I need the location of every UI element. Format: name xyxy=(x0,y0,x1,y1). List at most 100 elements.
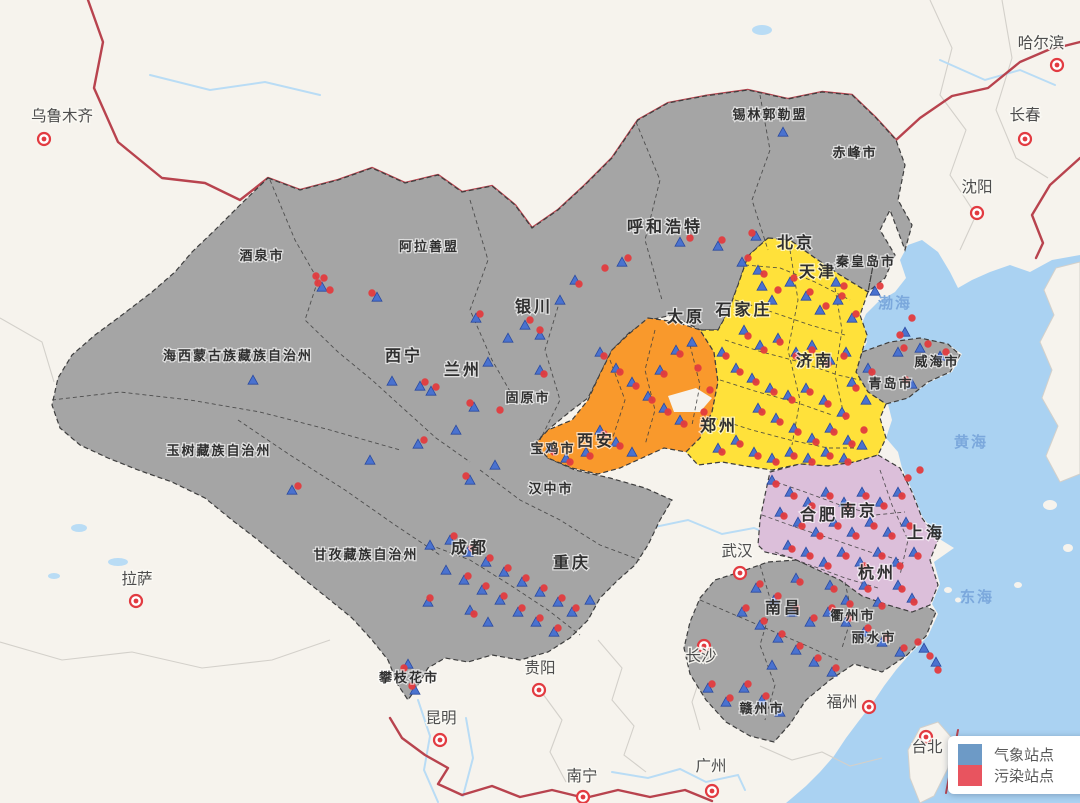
pollution-station-marker[interactable] xyxy=(320,274,328,282)
pollution-station-marker[interactable] xyxy=(760,617,768,625)
weather-station-marker[interactable] xyxy=(840,616,852,627)
pollution-station-marker[interactable] xyxy=(808,458,816,466)
pollution-station-marker[interactable] xyxy=(808,502,816,510)
weather-station-marker[interactable] xyxy=(412,438,424,449)
pollution-station-marker[interactable] xyxy=(540,584,548,592)
pollution-station-marker[interactable] xyxy=(550,448,558,456)
pollution-station-marker[interactable] xyxy=(774,286,782,294)
weather-station-marker[interactable] xyxy=(808,656,820,667)
pollution-station-marker[interactable] xyxy=(600,352,608,360)
pollution-station-marker[interactable] xyxy=(792,604,800,612)
weather-station-marker[interactable] xyxy=(786,606,798,617)
pollution-station-marker[interactable] xyxy=(742,604,750,612)
pollution-station-marker[interactable] xyxy=(852,384,860,392)
pollution-station-marker[interactable] xyxy=(686,234,694,242)
pollution-station-marker[interactable] xyxy=(942,348,950,356)
weather-station-marker[interactable] xyxy=(772,632,784,643)
pollution-station-marker[interactable] xyxy=(828,604,836,612)
weather-station-marker[interactable] xyxy=(832,294,844,305)
pollution-station-marker[interactable] xyxy=(924,340,932,348)
weather-station-marker[interactable] xyxy=(906,378,918,389)
pollution-station-marker[interactable] xyxy=(586,452,594,460)
pollution-station-marker[interactable] xyxy=(426,594,434,602)
pollution-station-marker[interactable] xyxy=(906,522,914,530)
pollution-station-marker[interactable] xyxy=(522,574,530,582)
weather-station-marker[interactable] xyxy=(768,594,780,605)
pollution-station-marker[interactable] xyxy=(722,352,730,360)
pollution-station-marker[interactable] xyxy=(470,610,478,618)
weather-station-marker[interactable] xyxy=(494,594,506,605)
pollution-station-marker[interactable] xyxy=(824,562,832,570)
pollution-station-marker[interactable] xyxy=(680,420,688,428)
pollution-station-marker[interactable] xyxy=(368,289,376,297)
weather-station-marker[interactable] xyxy=(554,294,566,305)
weather-station-marker[interactable] xyxy=(489,459,501,470)
pollution-station-marker[interactable] xyxy=(878,552,886,560)
weather-station-marker[interactable] xyxy=(464,474,476,485)
pollution-station-marker[interactable] xyxy=(476,310,484,318)
weather-station-marker[interactable] xyxy=(502,332,514,343)
pollution-station-marker[interactable] xyxy=(934,666,942,674)
pollution-station-marker[interactable] xyxy=(660,370,668,378)
pollution-station-marker[interactable] xyxy=(744,254,752,262)
pollution-station-marker[interactable] xyxy=(752,378,760,386)
pollution-station-marker[interactable] xyxy=(860,426,868,434)
pollution-station-marker[interactable] xyxy=(838,292,846,300)
legend-item-weather[interactable]: 气象站点 xyxy=(958,744,1080,765)
pollution-station-marker[interactable] xyxy=(796,578,804,586)
weather-station-marker[interactable] xyxy=(876,636,888,647)
weather-station-marker[interactable] xyxy=(914,342,926,353)
pollution-station-marker[interactable] xyxy=(796,642,804,650)
pollution-station-marker[interactable] xyxy=(464,572,472,580)
pollution-station-marker[interactable] xyxy=(842,412,850,420)
weather-station-marker[interactable] xyxy=(804,616,816,627)
pollution-station-marker[interactable] xyxy=(421,378,429,386)
weather-station-marker[interactable] xyxy=(869,285,881,296)
pollution-station-marker[interactable] xyxy=(898,492,906,500)
weather-station-marker[interactable] xyxy=(754,619,766,630)
pollution-station-marker[interactable] xyxy=(798,522,806,530)
weather-station-marker[interactable] xyxy=(462,546,474,557)
pollution-station-marker[interactable] xyxy=(926,652,934,660)
pollution-station-marker[interactable] xyxy=(868,368,876,376)
pollution-station-marker[interactable] xyxy=(706,386,714,394)
weather-station-marker[interactable] xyxy=(800,290,812,301)
pollution-station-marker[interactable] xyxy=(860,562,868,570)
weather-station-marker[interactable] xyxy=(566,606,578,617)
pollution-station-marker[interactable] xyxy=(826,452,834,460)
pollution-station-marker[interactable] xyxy=(852,532,860,540)
weather-station-marker[interactable] xyxy=(720,696,732,707)
pollution-station-marker[interactable] xyxy=(778,630,786,638)
pollution-station-marker[interactable] xyxy=(536,326,544,334)
weather-station-marker[interactable] xyxy=(777,126,789,137)
weather-station-marker[interactable] xyxy=(468,401,480,412)
pollution-station-marker[interactable] xyxy=(326,286,334,294)
pollution-station-marker[interactable] xyxy=(726,694,734,702)
pollution-station-marker[interactable] xyxy=(616,368,624,376)
pollution-station-marker[interactable] xyxy=(774,592,782,600)
weather-station-marker[interactable] xyxy=(756,694,768,705)
weather-station-marker[interactable] xyxy=(826,666,838,677)
pollution-station-marker[interactable] xyxy=(822,302,830,310)
weather-station-marker[interactable] xyxy=(512,606,524,617)
pollution-station-marker[interactable] xyxy=(601,264,609,272)
weather-station-marker[interactable] xyxy=(516,576,528,587)
pollution-station-marker[interactable] xyxy=(834,522,842,530)
weather-station-marker[interactable] xyxy=(774,706,786,717)
pollution-station-marker[interactable] xyxy=(832,664,840,672)
pollution-station-marker[interactable] xyxy=(776,338,784,346)
pollution-station-marker[interactable] xyxy=(408,682,416,690)
pollution-station-marker[interactable] xyxy=(824,400,832,408)
weather-station-marker[interactable] xyxy=(530,616,542,627)
weather-station-marker[interactable] xyxy=(498,566,510,577)
pollution-station-marker[interactable] xyxy=(760,346,768,354)
pollution-station-marker[interactable] xyxy=(844,458,852,466)
weather-station-marker[interactable] xyxy=(480,556,492,567)
pollution-station-marker[interactable] xyxy=(902,376,910,384)
pollution-station-marker[interactable] xyxy=(694,364,702,372)
weather-station-marker[interactable] xyxy=(371,291,383,302)
pollution-station-marker[interactable] xyxy=(864,585,872,593)
weather-station-marker[interactable] xyxy=(738,682,750,693)
weather-station-marker[interactable] xyxy=(414,380,426,391)
